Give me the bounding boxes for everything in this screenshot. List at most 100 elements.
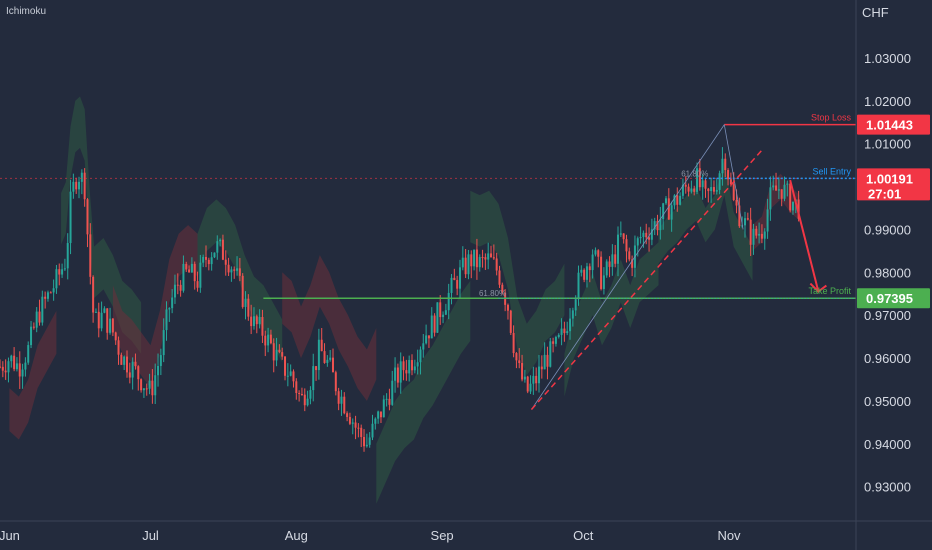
candle-body [137,366,140,380]
candle-body [416,362,419,367]
x-tick-label: Sep [431,528,454,543]
cloud-segment [9,310,57,440]
candle-body [464,257,467,275]
candle-body [495,258,498,271]
candle-body [721,158,724,174]
candle-body [394,367,397,381]
candle-body [216,241,219,253]
candle-body [676,195,679,205]
candle-body [628,251,631,260]
candle-body [306,398,309,406]
candle-body [515,353,518,361]
candle-body [645,232,648,238]
candle-body [35,311,38,328]
bar-countdown: 27:01 [868,186,901,201]
candle-body [72,181,75,192]
sell-entry-tag[interactable] [857,168,930,201]
take-profit-tag[interactable] [857,288,930,309]
candle-body [656,221,659,231]
candle-body [537,366,540,384]
candle-body [165,309,168,331]
indicator-label[interactable]: Ichimoku [6,6,46,17]
candle-body [698,168,701,188]
candle-body [15,363,18,370]
candle-body [484,257,487,260]
candle-body [61,269,64,275]
candle-body [1,366,4,371]
candle-body [453,277,456,281]
candle-body [749,219,752,245]
candle-body [13,355,16,370]
candle-body [368,437,371,445]
candle-body [363,436,366,447]
candle-body [684,184,687,187]
candle-body [619,233,622,235]
x-tick-label: Nov [717,528,741,543]
candle-body [427,335,430,339]
y-tick-label: 1.01000 [864,137,911,152]
candle-body [763,231,766,239]
candle-body [46,292,49,299]
candle-body [159,355,162,366]
candle-body [114,332,117,341]
candle-body [202,256,205,263]
candle-body [97,311,100,329]
candle-body [210,257,213,265]
candle-body [224,259,227,265]
candle-body [696,168,699,192]
candle-body [244,298,247,307]
candle-body [145,388,148,390]
candle-body [193,263,196,282]
candle-body [777,189,780,191]
candle-body [66,243,69,269]
candle-body [430,315,433,339]
candle-body [631,259,634,268]
stop-loss-annotation: Stop Loss [811,113,852,123]
candle-body [4,370,7,373]
candle-body [681,184,684,196]
y-tick-label: 0.97000 [864,308,911,323]
candle-body [636,238,639,246]
candle-body [724,158,727,171]
candle-body [772,185,775,188]
candle-body [760,233,763,239]
candle-body [411,360,414,371]
candle-body [125,356,128,373]
candle-body [117,340,120,355]
candle-body [758,233,761,236]
candle-body [300,394,303,396]
candle-body [320,339,323,352]
fib-upper-label: 61.80% [681,169,708,178]
candle-body [543,354,546,370]
candle-body [729,179,732,185]
candle-body [365,444,368,447]
candle-body [303,394,306,406]
price-axis[interactable]: 1.03000 1.02000 1.01000 0.99000 0.98000 0.970… [864,51,911,495]
candle-body [461,257,464,268]
candle-body [557,334,560,337]
candle-body [588,266,591,271]
time-axis[interactable]: Jun Jul Aug Sep Oct Nov [0,528,741,543]
candle-body [585,266,588,280]
cloud-segment [470,190,565,376]
x-tick-label: Jul [142,528,159,543]
y-tick-label: 0.94000 [864,437,911,452]
trendline[interactable] [530,149,763,411]
candle-body [710,187,713,192]
cloud-segment [61,96,142,354]
candle-body [402,361,405,371]
stop-loss-tag[interactable] [857,114,930,135]
candle-body [284,356,287,376]
candle-body [80,172,83,182]
candle-body [207,259,210,265]
candle-body [379,411,382,418]
candle-body [450,277,453,293]
candle-body [176,284,179,286]
candle-body [501,284,504,293]
candle-body [442,314,445,318]
candle-body [704,180,707,189]
candle-body [425,335,428,344]
candle-body [791,201,794,211]
